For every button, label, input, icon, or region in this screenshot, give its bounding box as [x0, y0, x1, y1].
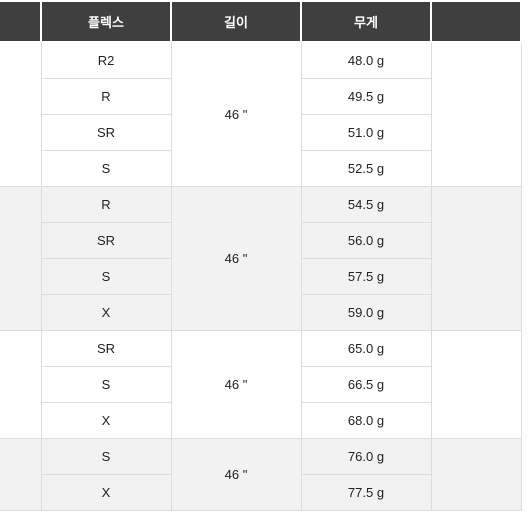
cell-extra: [431, 331, 521, 439]
cell-model: EN 50: [0, 187, 41, 331]
cell-flex: S: [41, 367, 171, 403]
table-row: EN 50R46 "54.5 g: [0, 187, 521, 223]
cell-weight: 59.0 g: [301, 295, 431, 331]
header-flex: 플렉스: [41, 1, 171, 42]
cell-flex: R: [41, 187, 171, 223]
cell-weight: 54.5 g: [301, 187, 431, 223]
cell-length: 46 ": [171, 331, 301, 439]
cell-weight: 52.5 g: [301, 151, 431, 187]
cell-model: EN 40: [0, 42, 41, 187]
cell-weight: 68.0 g: [301, 403, 431, 439]
cell-flex: SR: [41, 331, 171, 367]
spec-table: 플렉스 길이 무게 EN 40R246 "48.0 gR49.5 gSR51.0…: [0, 0, 522, 511]
cell-flex: S: [41, 439, 171, 475]
cell-weight: 51.0 g: [301, 115, 431, 151]
table-row: EN 60SR46 "65.0 g: [0, 331, 521, 367]
table-row: EN 70S46 "76.0 g: [0, 439, 521, 475]
cell-model: EN 60: [0, 331, 41, 439]
cell-flex: X: [41, 475, 171, 511]
cell-extra: [431, 42, 521, 187]
cell-flex: SR: [41, 115, 171, 151]
cell-weight: 76.0 g: [301, 439, 431, 475]
cell-weight: 57.5 g: [301, 259, 431, 295]
cell-flex: R: [41, 79, 171, 115]
cell-extra: [431, 439, 521, 511]
cell-length: 46 ": [171, 42, 301, 187]
cell-weight: 49.5 g: [301, 79, 431, 115]
header-extra: [431, 1, 521, 42]
cell-model: EN 70: [0, 439, 41, 511]
cell-weight: 65.0 g: [301, 331, 431, 367]
header-model: [0, 1, 41, 42]
cell-extra: [431, 187, 521, 331]
cell-weight: 48.0 g: [301, 42, 431, 79]
cell-flex: X: [41, 403, 171, 439]
header-row: 플렉스 길이 무게: [0, 1, 521, 42]
header-length: 길이: [171, 1, 301, 42]
cell-length: 46 ": [171, 439, 301, 511]
cell-length: 46 ": [171, 187, 301, 331]
cell-flex: S: [41, 151, 171, 187]
cell-weight: 56.0 g: [301, 223, 431, 259]
header-weight: 무게: [301, 1, 431, 42]
cell-flex: R2: [41, 42, 171, 79]
cell-weight: 66.5 g: [301, 367, 431, 403]
cell-flex: SR: [41, 223, 171, 259]
table-row: EN 40R246 "48.0 g: [0, 42, 521, 79]
cell-weight: 77.5 g: [301, 475, 431, 511]
cell-flex: S: [41, 259, 171, 295]
cell-flex: X: [41, 295, 171, 331]
